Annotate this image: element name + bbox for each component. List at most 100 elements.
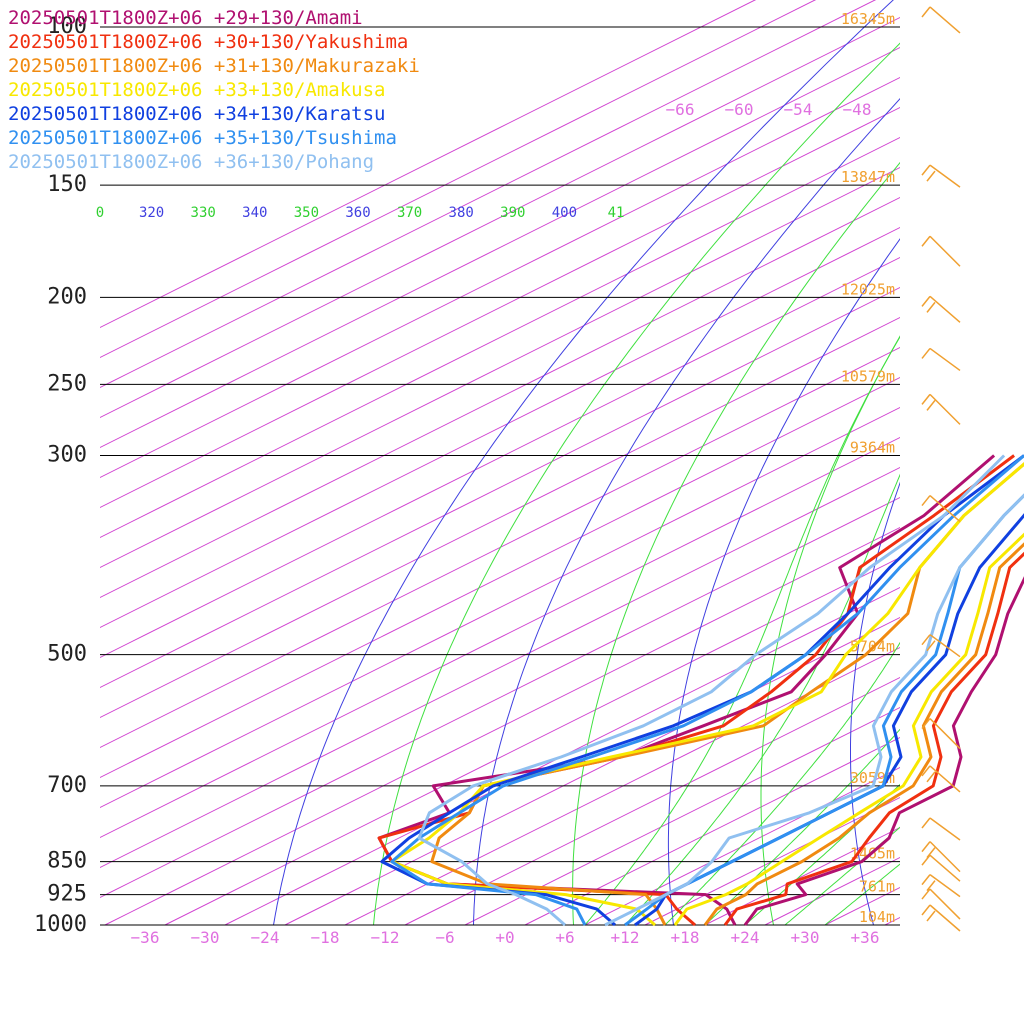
isotherm-line — [100, 286, 900, 689]
legend-entry: 20250501T1800Z+06 +29+130/Amami — [8, 7, 363, 29]
temperature-tick-label: +6 — [555, 928, 574, 947]
pressure-tick-label: 1000 — [34, 912, 87, 937]
theta-label: 390 — [500, 205, 525, 221]
temperature-line — [723, 551, 1024, 926]
legend-entry: 20250501T1800Z+06 +33+130/Amakusa — [8, 79, 386, 101]
isotherm-line — [100, 16, 900, 419]
isotherm-line — [100, 436, 900, 839]
wind-barb — [921, 235, 961, 267]
isotherm-line — [100, 76, 900, 479]
isotherm-line — [100, 46, 900, 449]
temperature-tick-label: +30 — [791, 928, 820, 947]
temperature-line — [673, 532, 1024, 926]
wind-barb — [921, 164, 961, 188]
pressure-tick-label: 500 — [47, 642, 87, 667]
wind-barb — [921, 6, 961, 34]
height-label: 12025m — [841, 280, 895, 298]
moist-adiabat-line — [624, 473, 900, 925]
dry-adiabat-line — [272, 0, 894, 925]
theta-label: 340 — [242, 205, 267, 221]
temperature-tick-label: −30 — [191, 928, 220, 947]
dry-adiabat-line — [850, 481, 900, 925]
pressure-tick-label: 700 — [47, 773, 87, 798]
height-label: 104m — [859, 908, 895, 926]
pressure-tick-label: 250 — [47, 371, 87, 396]
wind-barb — [921, 718, 961, 750]
isotherm-line — [344, 646, 900, 925]
dewpoint-line — [417, 454, 1006, 927]
isotherm-line — [100, 316, 900, 719]
isotherm-line — [100, 136, 900, 539]
isotherm-line — [284, 616, 900, 925]
isotherm-line — [100, 346, 900, 749]
height-label: 10579m — [841, 367, 895, 385]
theta-label: 41 — [608, 205, 625, 221]
temperature-tick-label: −6 — [435, 928, 454, 947]
moist-adiabat-line — [784, 826, 900, 925]
dewpoint-line — [377, 454, 1015, 927]
chart-axes: 100 150 200 250 300 500 700 850 925 1000 −36 −30 −24… — [34, 10, 900, 947]
moist-adiabat-line — [824, 863, 900, 925]
theta-label: 360 — [345, 205, 370, 221]
upper-temperature-label: −66 — [666, 100, 695, 119]
temperature-tick-label: +12 — [611, 928, 640, 947]
theta-label: 320 — [139, 205, 164, 221]
wind-barb — [921, 817, 961, 841]
temperature-tick-label: −36 — [131, 928, 160, 947]
pressure-tick-label: 100 — [47, 14, 87, 39]
upper-temperature-label: −54 — [784, 100, 813, 119]
legend-entry: 20250501T1800Z+06 +31+130/Makurazaki — [8, 55, 420, 77]
isotherm-line — [104, 526, 900, 925]
pressure-tick-label: 300 — [47, 442, 87, 467]
wind-barb — [921, 765, 961, 793]
moist-adiabat-line — [704, 728, 900, 925]
pressure-tick-label: 200 — [47, 284, 87, 309]
wind-barb — [921, 495, 961, 523]
theta-label: 350 — [294, 205, 319, 221]
dewpoint-line — [390, 454, 1024, 926]
wind-barb — [921, 888, 961, 920]
theta-label: 380 — [449, 205, 474, 221]
legend-entry: 20250501T1800Z+06 +34+130/Karatsu — [8, 103, 386, 125]
isotherm-line — [224, 586, 900, 925]
height-label: 761m — [859, 878, 895, 896]
isotherm-line — [100, 466, 900, 869]
isotherm-line — [164, 556, 900, 925]
upper-temperature-label: −48 — [843, 100, 872, 119]
temperature-tick-label: −12 — [371, 928, 400, 947]
legend-entry: 20250501T1800Z+06 +36+130/Pohang — [8, 151, 374, 173]
temperature-line — [604, 493, 1024, 927]
moist-adiabat-line — [744, 783, 900, 925]
isotherm-line — [100, 496, 900, 899]
isotherm-line — [100, 0, 817, 359]
wind-barbs — [921, 6, 961, 932]
wind-barb — [921, 295, 961, 323]
temperature-line — [743, 576, 1024, 926]
height-label: 16345m — [841, 10, 895, 28]
legend-entry: 20250501T1800Z+06 +35+130/Tsushima — [8, 127, 397, 149]
isotherm-line — [100, 106, 900, 509]
wind-barb — [921, 347, 961, 372]
wind-barb — [921, 904, 961, 932]
theta-label: 330 — [191, 205, 216, 221]
isotherm-line — [100, 406, 900, 809]
temperature-tick-label: +24 — [731, 928, 760, 947]
pressure-tick-label: 850 — [47, 849, 87, 874]
pressure-tick-label: 925 — [47, 882, 87, 907]
isotherm-line — [100, 0, 877, 389]
temperature-tick-label: +0 — [495, 928, 514, 947]
dry-adiabat-line — [667, 238, 900, 925]
pressure-tick-label: 150 — [47, 172, 87, 197]
temperature-tick-label: −24 — [251, 928, 280, 947]
legend-entry: 20250501T1800Z+06 +30+130/Yakushima — [8, 31, 408, 53]
upper-temperature-label: −60 — [725, 100, 754, 119]
height-label: 13847m — [841, 168, 895, 186]
wind-barb — [921, 393, 961, 425]
height-label: 9364m — [850, 438, 895, 456]
dry-adiabat-line — [937, 0, 1024, 944]
theta-label: 370 — [397, 205, 422, 221]
theta-label: 400 — [552, 205, 577, 221]
wind-barb — [921, 634, 961, 658]
temperature-tick-label: −18 — [311, 928, 340, 947]
